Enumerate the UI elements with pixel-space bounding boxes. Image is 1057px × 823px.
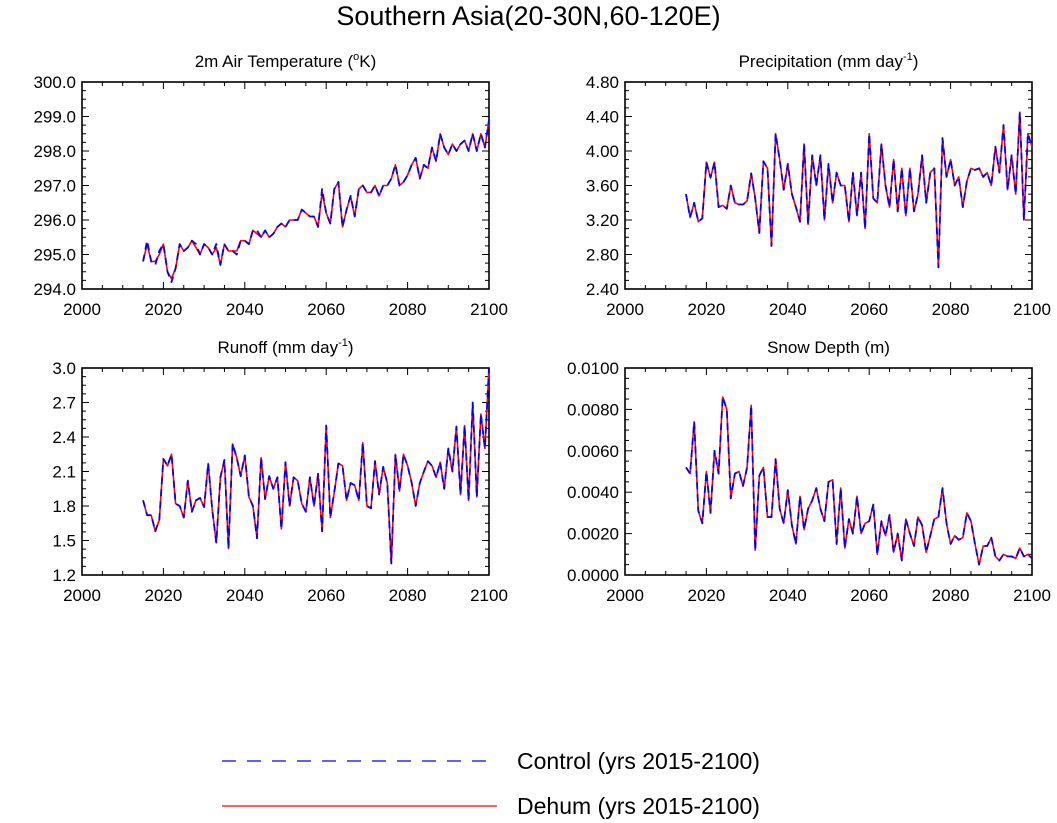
y-tick-label: 2.1 (52, 463, 76, 482)
x-tick-label: 2080 (932, 586, 970, 605)
x-tick-label: 2060 (307, 300, 345, 319)
panel-title-text-end: K) (359, 52, 376, 71)
x-tick-label: 2020 (687, 586, 725, 605)
y-tick-label: 0.0040 (567, 483, 619, 502)
y-tick-label: 4.80 (586, 73, 619, 92)
x-tick-label: 2000 (63, 586, 101, 605)
x-tick-label: 2100 (1013, 586, 1051, 605)
series-control-line (142, 367, 490, 565)
panel-title: 2m Air Temperature (oK) (195, 51, 377, 71)
x-tick-label: 2020 (687, 300, 725, 319)
y-tick-label: 3.20 (586, 211, 619, 230)
x-tick-label: 2020 (144, 300, 182, 319)
x-tick-label: 2080 (389, 300, 427, 319)
series-dehum-line (685, 111, 1033, 269)
legend-control-label: Control (yrs 2015-2100) (517, 748, 760, 774)
y-tick-label: 3.60 (586, 177, 619, 196)
x-tick-label: 2040 (226, 300, 264, 319)
y-tick-label: 296.0 (33, 211, 76, 230)
y-tick-label: 294.0 (33, 280, 76, 299)
y-tick-label: 0.0020 (567, 525, 619, 544)
y-tick-label: 2.4 (52, 428, 76, 447)
y-tick-label: 2.80 (586, 246, 619, 265)
y-tick-label: 0.0060 (567, 442, 619, 461)
x-tick-label: 2100 (470, 586, 508, 605)
y-tick-label: 0.0000 (567, 566, 619, 585)
panel-title: Snow Depth (m) (767, 338, 890, 357)
y-tick-label: 1.8 (52, 497, 76, 516)
y-tick-label: 3.0 (52, 359, 76, 378)
y-tick-label: 4.00 (586, 142, 619, 161)
x-tick-label: 2080 (389, 586, 427, 605)
series-control-line (685, 111, 1033, 269)
series-control-line (142, 119, 490, 284)
legend-dehum-label: Dehum (yrs 2015-2100) (517, 793, 760, 819)
y-tick-label: 2.7 (52, 394, 76, 413)
x-tick-label: 2040 (769, 300, 807, 319)
y-tick-label: 299.0 (33, 108, 76, 127)
panel-air-temperature: 2m Air Temperature (oK) 2000 2020 2040 2060 2… (33, 51, 507, 319)
series-dehum-line (685, 396, 1033, 566)
plot-frame (624, 81, 1033, 290)
legend: Control (yrs 2015-2100) Dehum (yrs 2015-… (222, 748, 760, 819)
x-tick-label: 2060 (307, 586, 345, 605)
series-dehum-line (142, 119, 490, 280)
y-tick-label: 2.40 (586, 280, 619, 299)
panel-title: Precipitation (mm day-1) (739, 51, 919, 71)
y-tick-label: 0.0100 (567, 359, 619, 378)
y-tick-label: 4.40 (586, 108, 619, 127)
panel-title-text-end: ) (913, 52, 919, 71)
y-tick-label: 295.0 (33, 246, 76, 265)
panel-title-text-end: ) (348, 338, 354, 357)
panel-title: Runoff (mm day-1) (217, 337, 353, 357)
y-tick-label: 1.2 (52, 566, 76, 585)
panel-precipitation: Precipitation (mm day-1) 2000 2020 2040 2060… (586, 51, 1051, 319)
x-tick-label: 2060 (850, 586, 888, 605)
y-tick-label: 300.0 (33, 73, 76, 92)
x-tick-label: 2100 (1013, 300, 1051, 319)
x-tick-label: 2000 (606, 300, 644, 319)
y-tick-label: 0.0080 (567, 400, 619, 419)
x-tick-label: 2000 (606, 586, 644, 605)
x-tick-label: 2080 (932, 300, 970, 319)
y-tick-label: 298.0 (33, 142, 76, 161)
panel-title-superscript: -1 (338, 337, 348, 349)
panel-title-text: Precipitation (mm day (739, 52, 904, 71)
panel-runoff: Runoff (mm day-1) 2000 2020 2040 2060 2080 210… (52, 337, 508, 605)
y-tick-label: 1.5 (52, 532, 76, 551)
panel-snow-depth: Snow Depth (m) 2000 2020 2040 2060 2080 2100 0.… (567, 338, 1051, 605)
x-tick-label: 2040 (769, 586, 807, 605)
x-tick-label: 2100 (470, 300, 508, 319)
panel-title-text: Snow Depth (m) (767, 338, 890, 357)
panel-title-superscript: o (353, 51, 359, 63)
x-tick-label: 2020 (144, 586, 182, 605)
series-dehum-line (142, 367, 490, 565)
x-tick-label: 2060 (850, 300, 888, 319)
plot-frame (624, 367, 1033, 576)
panel-title-superscript: -1 (903, 51, 913, 63)
x-tick-label: 2040 (226, 586, 264, 605)
panel-title-text: Runoff (mm day (217, 338, 338, 357)
x-tick-label: 2000 (63, 300, 101, 319)
panel-title-text: 2m Air Temperature ( (195, 52, 354, 71)
y-tick-label: 297.0 (33, 177, 76, 196)
page-title: Southern Asia(20-30N,60-120E) (336, 1, 721, 31)
series-control-line (685, 396, 1033, 566)
